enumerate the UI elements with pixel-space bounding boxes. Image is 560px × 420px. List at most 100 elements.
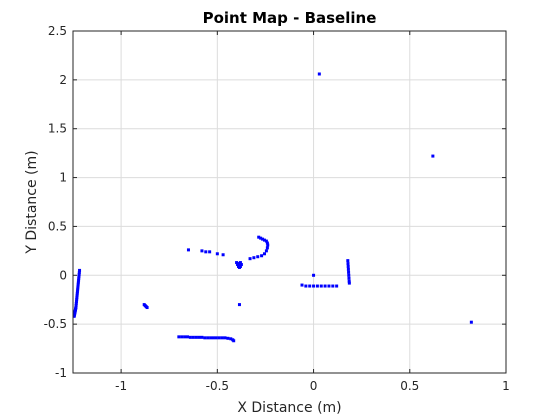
- data-point: [261, 237, 265, 241]
- data-point: [197, 335, 201, 339]
- data-point: [252, 256, 256, 260]
- data-point: [346, 267, 350, 271]
- data-point: [75, 294, 79, 298]
- data-point: [331, 284, 335, 288]
- data-point: [265, 241, 269, 245]
- data-point: [266, 243, 270, 247]
- data-point: [180, 335, 184, 339]
- data-point: [317, 72, 321, 76]
- data-point: [319, 284, 323, 288]
- data-point: [237, 303, 241, 307]
- data-point: [232, 339, 236, 343]
- data-point: [226, 336, 230, 340]
- data-point: [200, 249, 204, 253]
- axis-ticks: -1 -0.5 0 0.5 1 -1 -0.5 0 0.5 1 1.5 2 2.5: [44, 24, 510, 393]
- data-point: [75, 296, 79, 300]
- data-point: [145, 306, 149, 310]
- data-point: [259, 236, 263, 240]
- y-tick-label: 2: [59, 73, 67, 87]
- data-point: [76, 282, 80, 286]
- data-point: [308, 284, 312, 288]
- data-point: [335, 284, 339, 288]
- data-point: [312, 284, 316, 288]
- scatter-points: [72, 72, 473, 343]
- data-point: [75, 292, 79, 296]
- y-tick-label: -1: [55, 366, 67, 380]
- y-tick-label: 1.5: [48, 122, 67, 136]
- y-tick-label: 0.5: [48, 219, 67, 233]
- data-point: [220, 336, 224, 340]
- data-point: [77, 274, 81, 278]
- data-point: [186, 335, 190, 339]
- data-point: [262, 252, 266, 256]
- data-point: [235, 261, 239, 265]
- data-point: [469, 320, 473, 324]
- data-point: [72, 314, 76, 318]
- data-point: [223, 336, 227, 340]
- data-point: [312, 273, 316, 277]
- data-point: [204, 250, 208, 254]
- data-point: [346, 264, 350, 268]
- data-point: [239, 263, 243, 267]
- data-point: [346, 259, 350, 263]
- data-point: [346, 262, 350, 266]
- data-point: [431, 154, 435, 158]
- y-tick-label: 2.5: [48, 24, 67, 38]
- data-point: [211, 336, 215, 340]
- data-point: [265, 246, 269, 250]
- data-point: [206, 336, 210, 340]
- data-point: [77, 278, 81, 282]
- data-point: [77, 272, 81, 276]
- data-point: [78, 268, 82, 272]
- data-point: [183, 335, 187, 339]
- data-point: [248, 257, 252, 261]
- data-point: [194, 335, 198, 339]
- y-tick-label: 1: [59, 171, 67, 185]
- data-point: [209, 336, 213, 340]
- x-tick-label: -0.5: [206, 379, 229, 393]
- data-point: [347, 276, 351, 280]
- x-tick-label: 0: [310, 379, 318, 393]
- data-point: [347, 270, 351, 274]
- data-point: [186, 248, 190, 252]
- axes-box: [72, 30, 507, 374]
- data-point: [238, 264, 242, 268]
- data-point: [237, 262, 241, 266]
- data-point: [76, 288, 80, 292]
- data-point: [75, 290, 79, 294]
- data-point: [74, 304, 78, 308]
- data-point: [77, 270, 81, 274]
- data-point: [315, 284, 319, 288]
- chart-title: Point Map - Baseline: [203, 9, 377, 27]
- y-axis-label: Y Distance (m): [24, 150, 40, 254]
- x-tick-label: 0.5: [400, 379, 419, 393]
- data-point: [77, 276, 81, 280]
- data-point: [327, 284, 331, 288]
- data-point: [221, 253, 225, 257]
- data-point: [76, 280, 80, 284]
- x-tick-label: 1: [502, 379, 510, 393]
- data-point: [215, 252, 219, 256]
- data-point: [75, 298, 79, 302]
- data-point: [229, 337, 233, 341]
- data-point: [347, 273, 351, 277]
- data-point: [217, 336, 221, 340]
- data-point: [200, 335, 204, 339]
- data-point: [208, 250, 212, 254]
- data-point: [257, 235, 261, 239]
- data-point: [191, 335, 195, 339]
- data-point: [74, 300, 78, 304]
- data-point: [260, 254, 264, 258]
- data-point: [76, 284, 80, 288]
- data-point: [188, 335, 192, 339]
- data-point: [264, 239, 268, 243]
- y-tick-label: 0: [59, 268, 67, 282]
- data-point: [256, 255, 260, 259]
- data-point: [323, 284, 327, 288]
- data-point: [304, 284, 308, 288]
- data-point: [74, 302, 78, 306]
- x-tick-label: -1: [115, 379, 127, 393]
- data-point: [300, 283, 304, 287]
